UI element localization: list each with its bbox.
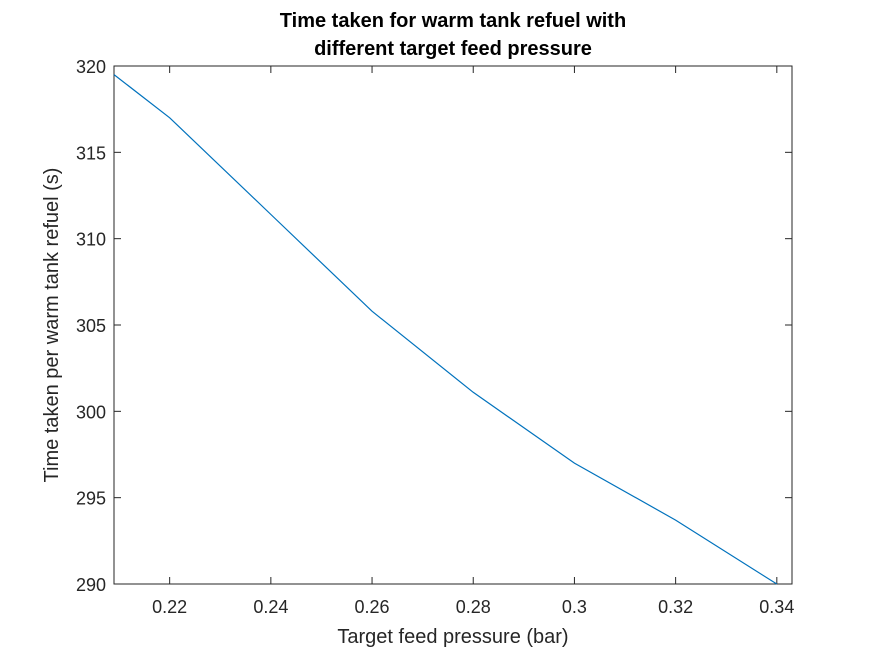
y-axis-ticks: 290 295 300 305 310 315 320: [76, 57, 792, 595]
chart-title-line-1: Time taken for warm tank refuel with: [280, 10, 626, 32]
x-tick-label: 0.32: [658, 597, 693, 617]
x-axis-label: Target feed pressure (bar): [337, 626, 568, 648]
x-axis-ticks: 0.22 0.24 0.26 0.28 0.3 0.32 0.34: [152, 66, 794, 617]
y-tick-label: 315: [76, 143, 106, 163]
x-tick-label: 0.22: [152, 597, 187, 617]
series-line: [113, 74, 778, 585]
x-tick-label: 0.28: [456, 597, 491, 617]
y-tick-label: 290: [76, 575, 106, 595]
y-tick-label: 300: [76, 402, 106, 422]
y-tick-label: 320: [76, 57, 106, 77]
x-tick-label: 0.24: [253, 597, 288, 617]
y-tick-label: 295: [76, 489, 106, 509]
x-tick-label: 0.34: [759, 597, 794, 617]
plot-area: 0.22 0.24 0.26 0.28 0.3 0.32 0.34 290 295 300 305…: [76, 57, 794, 617]
chart-title-line-2: different target feed pressure: [314, 38, 592, 60]
y-axis-label: Time taken per warm tank refuel (s): [41, 168, 63, 483]
x-tick-label: 0.26: [355, 597, 390, 617]
x-tick-label: 0.3: [562, 597, 587, 617]
y-tick-label: 310: [76, 230, 106, 250]
axes-box: [113, 65, 793, 585]
y-tick-label: 305: [76, 316, 106, 336]
